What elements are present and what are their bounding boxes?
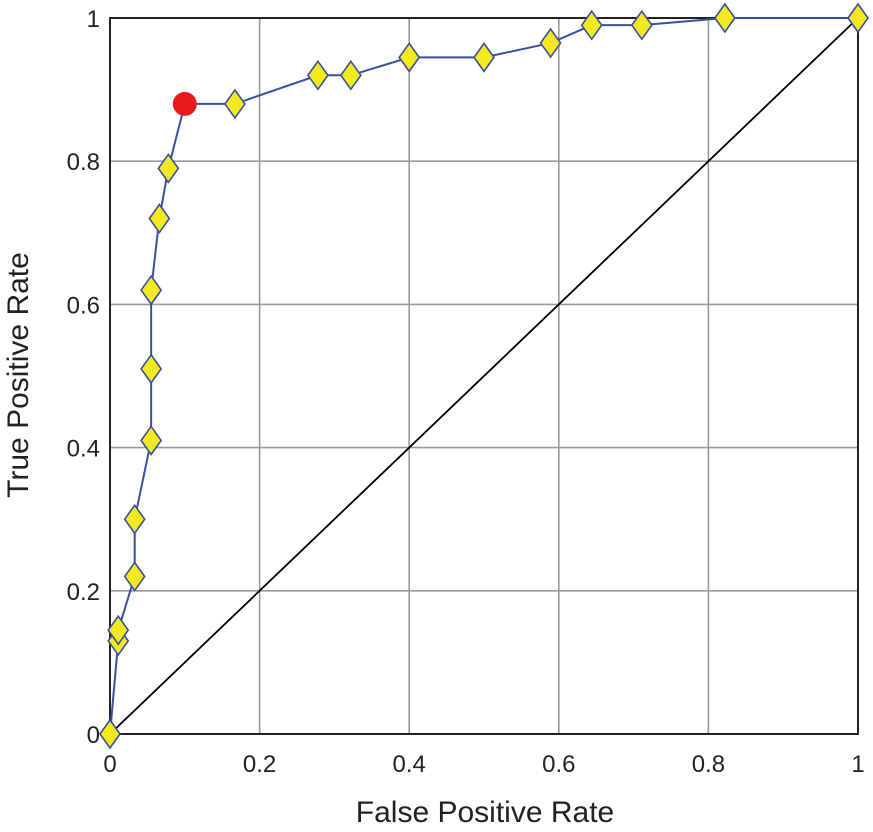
x-tick-label: 0.2 [243, 751, 276, 778]
grid-lines [110, 18, 858, 734]
data-point-diamond [539, 27, 562, 59]
data-point-diamond [306, 59, 329, 91]
plot-frame [109, 17, 859, 735]
data-point-diamond [630, 9, 653, 41]
data-point-diamond [107, 614, 130, 646]
x-axis-title: False Positive Rate [356, 796, 614, 829]
x-tick-label: 0.4 [393, 751, 426, 778]
data-point-diamond [473, 42, 495, 73]
data-point-diamond [713, 2, 736, 34]
diagonal-reference-line [109, 17, 859, 735]
x-tick-label: 0 [103, 751, 116, 778]
y-axis-title: True Positive Rate [2, 252, 35, 498]
data-point-diamond [140, 425, 163, 456]
y-tick-label: 0.6 [67, 292, 100, 319]
y-tick-label: 0.8 [67, 149, 100, 176]
data-point-diamond [140, 353, 163, 385]
y-tick-label: 0.4 [67, 436, 100, 463]
data-point-diamond [148, 203, 171, 234]
data-point-diamond [580, 9, 603, 41]
tick-labels: 0 0.2 0.4 0.6 0.8 1 0 0.2 0.4 0.6 0.8 1 [67, 6, 865, 778]
data-point-diamond [223, 88, 246, 120]
data-point-diamond [123, 561, 146, 592]
x-tick-label: 0.8 [692, 751, 725, 778]
y-tick-label: 0 [87, 722, 100, 749]
x-tick-label: 0.6 [542, 751, 575, 778]
data-point-diamond [157, 152, 180, 184]
data-point-diamond [99, 718, 121, 750]
y-tick-label: 0.2 [67, 579, 100, 606]
data-point-diamond [339, 59, 362, 91]
highlighted-point [172, 91, 197, 116]
y-tick-label: 1 [87, 6, 100, 33]
series-layer [99, 2, 869, 750]
data-point-diamond [847, 2, 869, 34]
x-tick-label: 1 [851, 751, 864, 778]
data-point-diamond [140, 274, 163, 306]
data-point-diamond [123, 503, 146, 535]
data-point-diamond [398, 42, 421, 73]
